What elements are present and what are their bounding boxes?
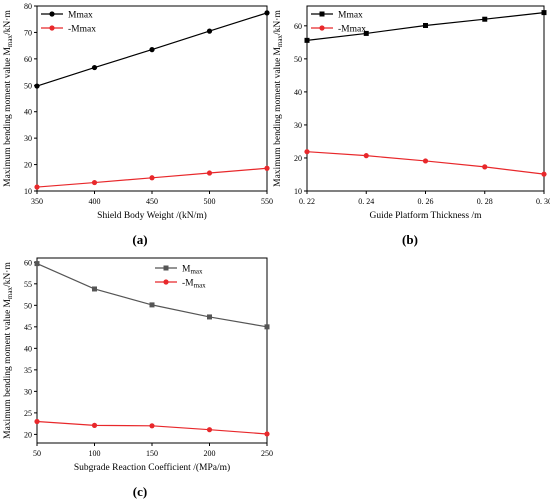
x-tick-label: 400 <box>89 197 101 206</box>
y-tick-label: 40 <box>24 344 32 353</box>
x-tick-label: 50 <box>33 449 41 458</box>
data-point <box>304 149 310 155</box>
x-tick-label: 250 <box>261 449 273 458</box>
x-tick-label: 0. 30 <box>536 197 550 206</box>
x-axis-label: Shield Body Weight /(kN/m) <box>97 210 207 221</box>
data-point <box>422 158 429 164</box>
legend-marker <box>49 25 55 31</box>
data-point <box>482 164 488 170</box>
chart-2: 50 100 150 200 250 20 25 30 35 40 45 50 55 60 Subgrade… <box>3 257 273 473</box>
y-tick-label: 20 <box>294 154 302 163</box>
data-point <box>34 83 40 89</box>
legend-label: -Mmax <box>68 25 96 35</box>
data-point <box>91 179 98 186</box>
y-tick-label: 10 <box>24 187 32 196</box>
x-tick-label: 550 <box>261 197 273 206</box>
data-point <box>149 175 155 181</box>
y-tick-label: 30 <box>294 121 302 130</box>
data-point <box>482 16 488 22</box>
x-tick-label: 200 <box>204 449 216 458</box>
y-tick-label: 40 <box>294 88 302 97</box>
y-tick-label: 70 <box>24 28 32 37</box>
x-tick-label: 500 <box>204 197 216 206</box>
x-tick-label: 350 <box>31 197 43 206</box>
data-point <box>34 418 40 425</box>
data-point <box>206 427 213 433</box>
data-point <box>304 37 310 43</box>
y-tick-label: 20 <box>24 161 32 170</box>
plot-frame <box>36 257 268 444</box>
chart-1: 0. 22 0. 24 0. 26 0. 28 0. 30 10 20 30 40 50 60 Gui… <box>273 5 550 221</box>
data-point <box>264 165 270 171</box>
chart-0: 350 400 450 500 550 10 20 30 40 50 60 70 80 Shield Bo… <box>3 2 273 221</box>
data-point <box>363 30 369 36</box>
data-point <box>264 10 270 16</box>
x-tick-label: 450 <box>146 197 158 206</box>
data-point <box>264 431 270 437</box>
y-tick-label: 40 <box>24 108 32 117</box>
y-tick-label: 60 <box>24 55 32 64</box>
data-point <box>149 423 155 429</box>
x-axis-label: Guide Platform Thickness /m <box>370 210 483 221</box>
legend-label: Mmax <box>338 11 363 21</box>
y-tick-label: 25 <box>24 409 32 418</box>
x-tick-label: 150 <box>146 449 158 458</box>
data-point <box>149 302 155 308</box>
x-tick-label: 0. 28 <box>477 197 493 206</box>
y-tick-label: 55 <box>24 280 32 289</box>
y-tick-label: 35 <box>24 366 32 375</box>
legend-marker <box>49 11 55 17</box>
data-point <box>34 184 40 190</box>
x-tick-label: 0. 24 <box>358 197 374 206</box>
x-axis-label: Subgrade Reaction Coefficient /(MPa/m) <box>74 462 230 473</box>
data-point <box>423 22 428 28</box>
y-axis-label: Maximum bending moment value Mmax/kN·m <box>3 262 14 439</box>
data-point <box>264 324 270 330</box>
y-tick-label: 30 <box>24 387 32 396</box>
y-tick-label: 50 <box>294 55 302 64</box>
y-tick-label: 80 <box>24 2 32 11</box>
panel-label-b: (b) <box>402 232 418 247</box>
legend-label: Mmax <box>182 265 203 276</box>
x-tick-label: 0. 22 <box>299 197 315 206</box>
legend-marker <box>319 25 325 31</box>
data-point <box>206 170 213 176</box>
y-tick-label: 30 <box>24 134 32 143</box>
data-point <box>206 28 213 34</box>
y-tick-label: 60 <box>24 258 32 267</box>
series-line-0 <box>36 263 268 328</box>
data-point <box>92 286 97 292</box>
legend-label: Mmax <box>68 11 93 21</box>
data-point <box>363 153 369 159</box>
data-point <box>34 261 40 267</box>
x-tick-label: 100 <box>89 449 101 458</box>
legend-label: -Mmax <box>182 279 206 290</box>
legend-marker <box>163 265 169 271</box>
y-axis-label: Maximum bending moment value Mmax/kN·m <box>3 10 14 187</box>
legend-marker <box>163 279 169 285</box>
panel-label-c: (c) <box>132 484 148 499</box>
x-tick-label: 0. 26 <box>418 197 434 206</box>
data-point <box>541 171 547 177</box>
y-tick-label: 50 <box>24 81 32 90</box>
y-tick-label: 45 <box>24 323 32 332</box>
panel-label-a: (a) <box>132 232 148 247</box>
data-point <box>207 314 212 320</box>
y-tick-label: 10 <box>294 187 302 196</box>
legend-label: -Mmax <box>338 25 366 35</box>
y-axis-label: Maximum bending moment value Mmax/kN·m <box>273 10 284 187</box>
data-point <box>149 47 155 53</box>
data-point <box>91 422 98 428</box>
data-point <box>91 64 98 71</box>
y-tick-label: 20 <box>24 430 32 439</box>
y-tick-label: 60 <box>294 22 302 31</box>
data-point <box>541 10 547 16</box>
y-tick-label: 50 <box>24 301 32 310</box>
legend-marker <box>319 11 325 17</box>
